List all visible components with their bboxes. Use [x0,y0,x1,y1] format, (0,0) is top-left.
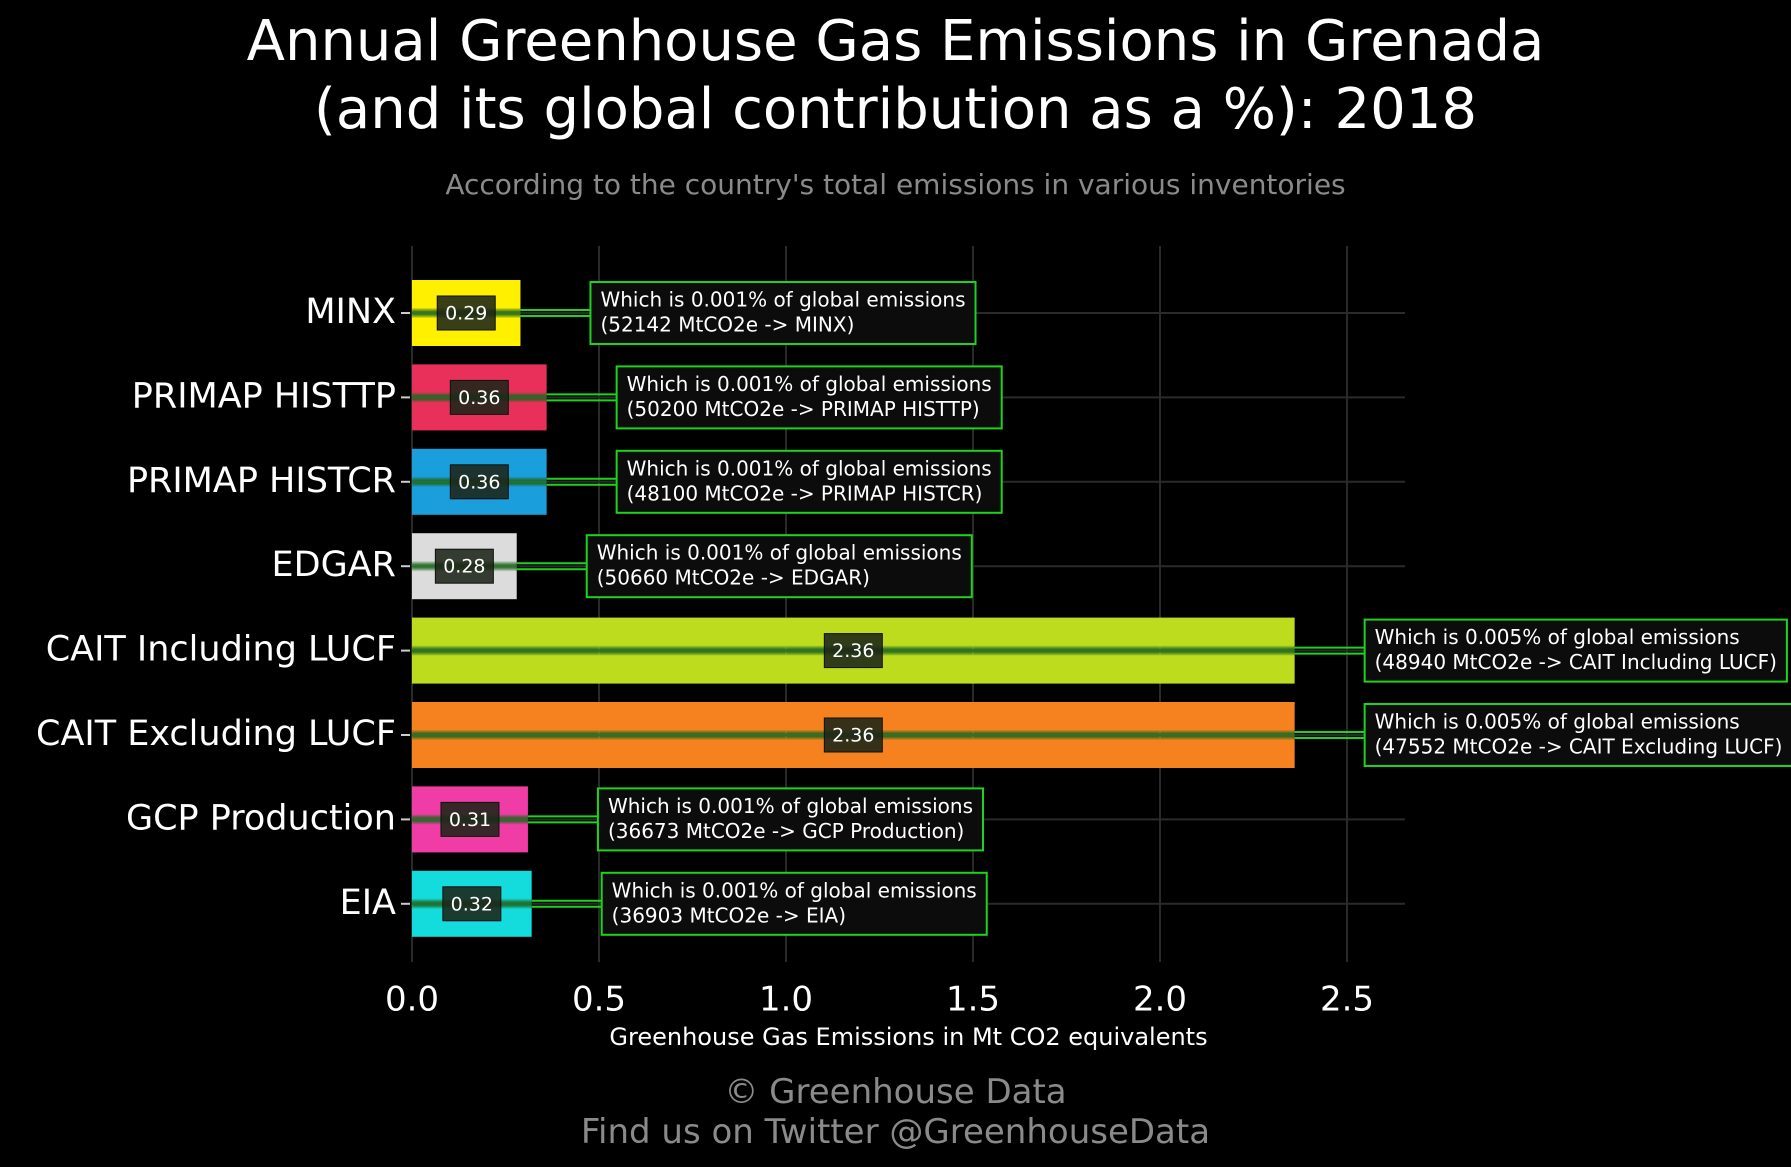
annotation-line-1: Which is 0.001% of global emissions [627,456,992,480]
chart-title-line-1: Annual Greenhouse Gas Emissions in Grena… [246,9,1545,74]
x-tick-label: 2.0 [1133,980,1187,1020]
value-label-box [436,295,496,331]
value-label: 0.29 [445,303,487,325]
annotation-box [585,534,973,599]
annotation-line-1: Which is 0.005% of global emissions [1375,710,1740,734]
category-label: EDGAR [272,545,396,585]
category-label: CAIT Including LUCF [46,630,396,670]
x-tick-label: 1.5 [946,980,1000,1020]
annotation-line-2: (48100 MtCO2e -> PRIMAP HISTCR) [627,481,983,505]
value-label: 0.28 [443,556,485,578]
annotation-line-2: (47552 MtCO2e -> CAIT Excluding LUCF) [1375,735,1783,759]
value-label-box [823,717,883,753]
x-tick-label: 2.5 [1320,980,1374,1020]
annotation-line-2: (50200 MtCO2e -> PRIMAP HISTTP) [627,397,980,421]
x-tick-label: 0.5 [572,980,626,1020]
annotation-line-2: (48940 MtCO2e -> CAIT Including LUCF) [1375,650,1777,674]
annotation-line-1: Which is 0.005% of global emissions [1375,625,1740,649]
category-label: CAIT Excluding LUCF [36,714,396,754]
x-tick-label: 0.0 [385,980,439,1020]
annotation-box [596,787,985,852]
chart-title: Annual Greenhouse Gas Emissions in Grena… [0,8,1791,144]
annotation-line-1: Which is 0.001% of global emissions [597,541,962,565]
chart-title-line-2: (and its global contribution as a %): 20… [314,77,1477,142]
category-label: MINX [305,292,396,332]
annotation-box [1363,703,1791,767]
value-label-box [442,886,502,922]
value-label: 0.31 [449,809,491,831]
value-label-box [449,464,509,500]
annotation-line-1: Which is 0.001% of global emissions [608,794,973,818]
annotation-line-2: (36903 MtCO2e -> EIA) [612,903,846,927]
value-label: 0.32 [451,893,493,915]
category-label: EIA [340,883,396,923]
category-label: PRIMAP HISTCR [127,461,396,501]
annotation-line-2: (52142 MtCO2e -> MINX) [600,313,854,337]
annotation-box [1363,618,1788,683]
annotation-box [615,365,1003,430]
category-label: GCP Production [126,798,396,838]
value-label: 0.36 [458,471,500,493]
value-label: 2.36 [832,640,874,662]
category-label: PRIMAP HISTTP [132,376,396,416]
annotation-box [615,449,1003,514]
value-label: 0.36 [458,387,500,409]
annotation-line-2: (50660 MtCO2e -> EDGAR) [597,566,870,590]
credit-line-2: Find us on Twitter @GreenhouseData [580,1112,1211,1152]
annotation-line-1: Which is 0.001% of global emissions [612,878,977,902]
credit-line-1: © Greenhouse Data [724,1072,1067,1112]
annotation-line-1: Which is 0.001% of global emissions [600,288,965,312]
annotation-box [589,281,977,345]
value-label-box [823,633,883,669]
value-label-box [434,548,494,584]
annotation-line-2: (36673 MtCO2e -> GCP Production) [608,819,964,843]
credit: © Greenhouse Data Find us on Twitter @Gr… [0,1072,1791,1152]
value-label-box [449,379,509,415]
x-axis-label: Greenhouse Gas Emissions in Mt CO2 equiv… [609,1023,1207,1051]
annotation-box [600,871,988,936]
value-label: 2.36 [832,725,874,747]
chart-subtitle: According to the country's total emissio… [445,168,1346,201]
value-label-box [440,801,500,837]
annotation-line-1: Which is 0.001% of global emissions [627,372,992,396]
x-tick-label: 1.0 [759,980,813,1020]
